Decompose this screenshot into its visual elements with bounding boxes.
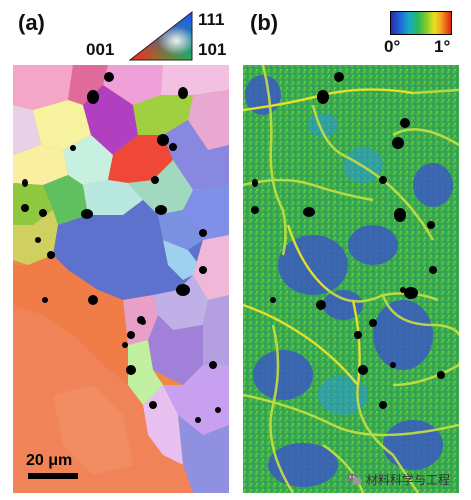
kam-color-bar [390, 11, 452, 35]
ipf-map-graphic [13, 65, 229, 493]
watermark: 材料科学与工程 [346, 469, 466, 489]
panel-b-label: (b) [250, 10, 279, 35]
scale-bar [28, 473, 78, 479]
panel-a-label: (a) [18, 10, 45, 35]
watermark-text: 材料科学与工程 [366, 472, 451, 487]
ipf-key-001-label: 001 [86, 40, 115, 59]
kam-color-bar-max-label: 1° [434, 37, 451, 56]
ipf-orientation-map [13, 65, 229, 493]
ipf-key-101-label: 101 [198, 40, 227, 59]
kam-map [243, 65, 459, 493]
wechat-icon [346, 473, 362, 485]
kam-color-bar-min-label: 0° [384, 37, 401, 56]
ipf-color-key-triangle [128, 10, 193, 61]
ipf-key-111-label: 111 [198, 10, 225, 29]
scale-bar-label: 20 μm [26, 452, 73, 469]
kam-map-graphic [243, 65, 459, 493]
